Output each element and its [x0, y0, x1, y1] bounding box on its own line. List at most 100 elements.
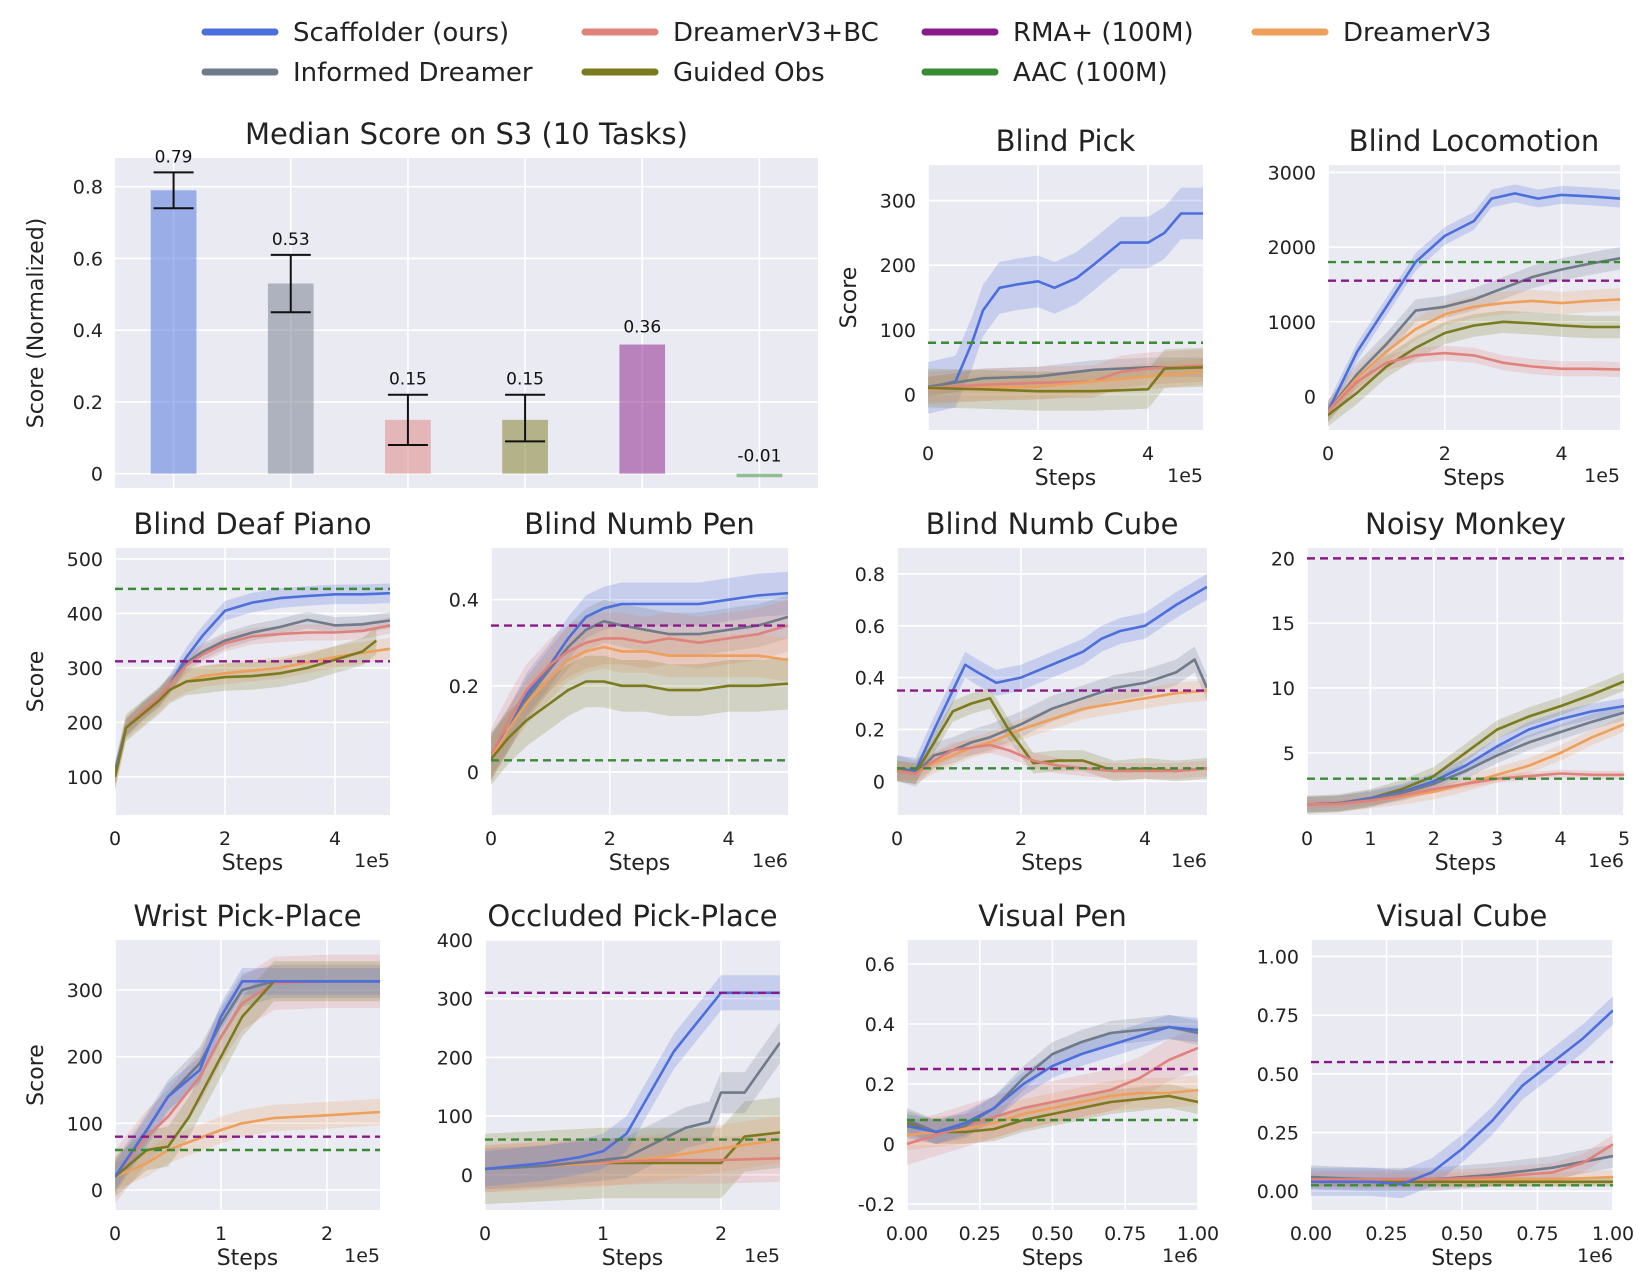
x-tick-label: 2	[1428, 828, 1440, 850]
band-informed-dreamer	[115, 611, 390, 785]
x-tick-label: 0.50	[1441, 1223, 1483, 1245]
plot-series	[491, 571, 788, 785]
band-scaffolder-ours	[897, 573, 1207, 784]
x-axis-label: Steps	[602, 1246, 664, 1271]
x-tick-label: 0	[891, 828, 903, 850]
legend-entry-dreamerv3-bc: DreamerV3+BC	[581, 18, 879, 48]
x-tick-label: 0.75	[1104, 1223, 1146, 1245]
band-dreamerv3-bc	[1328, 345, 1620, 419]
line-guided-obs	[1328, 320, 1620, 417]
line-dreamerv3	[115, 1110, 380, 1178]
plot-area	[1328, 165, 1620, 430]
plot-series	[115, 583, 390, 791]
bar-value-label: 0.15	[506, 370, 544, 390]
line-informed-dreamer	[1328, 257, 1620, 413]
x-tick-label: 2	[1015, 828, 1027, 850]
band-scaffolder-ours	[485, 975, 780, 1187]
x-tick-label: 0	[479, 1223, 491, 1245]
band-scaffolder-ours	[491, 571, 788, 777]
y-tick-label: 100	[67, 767, 103, 789]
band-dreamerv3	[115, 1098, 380, 1190]
panel-title: Blind Deaf Piano	[133, 507, 371, 541]
panel-median-score-on-s3-10-tasks: 0 0.2 0.4 0.6 0.8 Median Score on S3 (10 Task…	[24, 117, 818, 488]
y-tick-label: 10	[1271, 678, 1295, 700]
y-tick-label: 0.2	[855, 719, 885, 741]
legend-label-dreamerv3: DreamerV3	[1343, 18, 1491, 48]
bar-value-label: -0.01	[737, 447, 781, 467]
legend: Scaffolder (ours) DreamerV3+BC RMA+ (100M)…	[201, 18, 1491, 88]
line-guided-obs	[491, 680, 788, 760]
x-tick-label: 1	[1364, 828, 1376, 850]
y-tick-label: 200	[880, 255, 916, 277]
panel-blind-deaf-piano: 100 200 300 400 500 0 2 4 Blind Deaf Piano Score S…	[24, 507, 390, 876]
x-axis-label: Steps	[1435, 851, 1497, 876]
x-tick-label: 1.00	[1177, 1223, 1219, 1245]
panel-title: Blind Locomotion	[1349, 124, 1600, 158]
y-tick-label: 0.4	[73, 320, 103, 342]
y-tick-label: 200	[67, 712, 103, 734]
y-tick-label: 0.25	[1257, 1123, 1299, 1145]
line-scaffolder-ours	[928, 212, 1203, 390]
x-tick-label: 4	[1555, 828, 1567, 850]
panel-blind-numb-cube: 0 0.2 0.4 0.6 0.8 0 2 4 Blind Numb Cube Steps 1e6	[855, 507, 1207, 876]
line-guided-obs	[907, 1094, 1198, 1134]
y-tick-label: 2000	[1268, 237, 1316, 259]
x-tick-label: 0	[922, 443, 934, 465]
x-axis-label: Steps	[1431, 1246, 1493, 1271]
line-scaffolder-ours	[907, 1025, 1198, 1134]
x-tick-label: 0.00	[1290, 1223, 1332, 1245]
band-informed-dreamer	[897, 646, 1207, 787]
x-tick-label: 3	[1491, 828, 1503, 850]
x-axis-label: Steps	[609, 851, 671, 876]
y-tick-label: 0.8	[73, 177, 103, 199]
y-tick-label: 0	[883, 1134, 895, 1156]
bar-informed-dreamer	[267, 283, 314, 474]
plot-area	[115, 548, 390, 815]
panel-blind-numb-pen: 0 0.2 0.4 0 2 4 Blind Numb Pen Steps 1e6	[449, 507, 788, 876]
band-informed-dreamer	[485, 1022, 780, 1190]
bar-aac-100m	[736, 473, 783, 478]
line-dreamerv3	[491, 645, 788, 760]
y-tick-label: 300	[67, 658, 103, 680]
plot-series	[907, 1015, 1198, 1165]
x-axis-label: Steps	[222, 851, 284, 876]
line-dreamerv3-bc	[1311, 1143, 1613, 1181]
y-tick-label: 100	[880, 320, 916, 342]
band-scaffolder-ours	[115, 968, 380, 1190]
y-tick-label: 0.4	[855, 668, 885, 690]
band-dreamerv3	[115, 637, 390, 788]
band-guided-obs	[928, 347, 1203, 411]
x-tick-label: 0.25	[959, 1223, 1001, 1245]
line-guided-obs	[928, 366, 1203, 393]
x-tick-label: 0	[1301, 828, 1313, 850]
line-scaffolder-ours	[1328, 192, 1620, 412]
panel-title: Wrist Pick-Place	[133, 899, 361, 933]
plot-series	[928, 187, 1203, 414]
y-axis-label: Score (Normalized)	[24, 218, 49, 429]
line-scaffolder-ours	[1311, 1009, 1613, 1186]
y-tick-label: 0.2	[449, 676, 479, 698]
plot-series	[1307, 557, 1624, 814]
panel-title: Blind Numb Pen	[524, 507, 755, 541]
x-axis-label: Steps	[1021, 851, 1083, 876]
panel-occluded-pick-place: 0 100 200 300 400 0 1 2 Occluded Pick-Place Steps…	[437, 899, 780, 1271]
x-axis-scale: 1e6	[1162, 1245, 1198, 1267]
y-tick-label: 15	[1271, 613, 1295, 635]
y-tick-label: 300	[67, 980, 103, 1002]
panel-title: Occluded Pick-Place	[487, 899, 777, 933]
y-tick-label: 20	[1271, 548, 1295, 570]
y-tick-label: 0.50	[1257, 1064, 1299, 1086]
x-tick-label: 1	[597, 1223, 609, 1245]
x-axis-label: Steps	[1443, 466, 1505, 491]
x-tick-label: 5	[1618, 828, 1630, 850]
y-tick-label: 400	[67, 603, 103, 625]
x-tick-label: 2	[1032, 443, 1044, 465]
panel-visual-cube: 0.00 0.25 0.50 0.75 1.00 0.00 0.25 0.50 0.75 1.00…	[1257, 899, 1634, 1271]
y-tick-label: 0.75	[1257, 1005, 1299, 1027]
line-dreamerv3-bc	[1328, 351, 1620, 413]
y-axis-label: Score	[24, 1044, 49, 1106]
bar-value-label: 0.36	[623, 318, 661, 338]
panel-title: Blind Numb Cube	[926, 507, 1179, 541]
